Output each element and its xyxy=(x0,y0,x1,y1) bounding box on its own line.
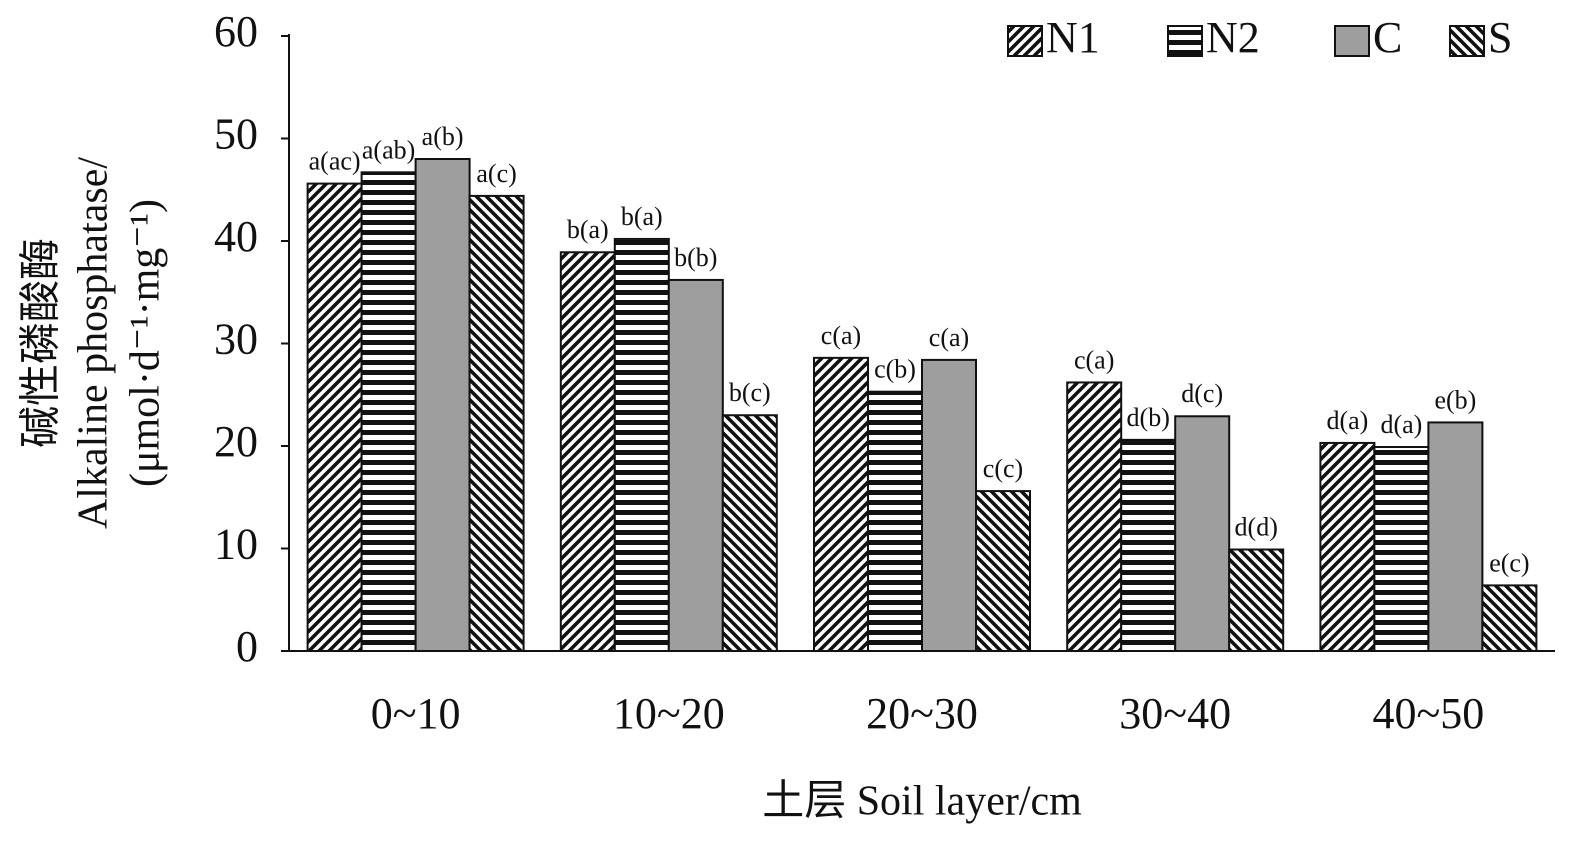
y-tick-label: 30 xyxy=(214,315,258,364)
bar xyxy=(921,358,977,652)
y-tick-label: 0 xyxy=(236,622,258,671)
x-tick-label: 30~40 xyxy=(1119,689,1231,738)
bar-annotation: b(b) xyxy=(674,243,717,272)
y-label-line: 碱性磷酸酶 xyxy=(19,238,65,448)
bar xyxy=(306,182,363,652)
bar xyxy=(721,414,778,652)
legend-swatch xyxy=(1334,25,1370,57)
bar xyxy=(1427,421,1484,652)
x-tick-label: 20~30 xyxy=(866,689,978,738)
bar xyxy=(1319,441,1376,652)
bar-annotation: d(b) xyxy=(1127,403,1170,432)
bar-annotation: c(c) xyxy=(983,454,1023,483)
legend-swatch xyxy=(1167,25,1203,57)
x-tick-label: 0~10 xyxy=(371,689,461,738)
bar-annotation: c(a) xyxy=(821,321,861,350)
bar-annotation: e(c) xyxy=(1489,548,1529,577)
y-label-line: (μmol·d⁻¹·mg⁻¹) xyxy=(123,199,169,487)
y-label-line: Alkaline phosphatase/ xyxy=(71,157,117,529)
bar xyxy=(360,171,417,652)
bar xyxy=(414,158,471,652)
bar-annotation: d(d) xyxy=(1235,512,1278,541)
bar xyxy=(975,490,1031,652)
x-tick-label: 40~50 xyxy=(1372,689,1484,738)
y-tick-label: 40 xyxy=(214,212,258,261)
bar-annotation: d(c) xyxy=(1181,379,1223,408)
bar xyxy=(468,194,525,652)
bar-annotation: c(a) xyxy=(1074,345,1114,374)
bar-annotation: d(a) xyxy=(1326,406,1368,435)
legend-swatch xyxy=(1449,25,1485,57)
y-tick-label: 50 xyxy=(214,110,258,159)
bar-annotation: d(a) xyxy=(1380,410,1422,439)
bar xyxy=(559,251,616,652)
legend-label: N1 xyxy=(1046,13,1100,62)
legend-label: C xyxy=(1373,13,1402,62)
bar xyxy=(1228,548,1285,653)
bar-annotation: b(a) xyxy=(621,202,663,231)
bar xyxy=(613,237,670,652)
bar xyxy=(1481,584,1538,653)
legend-label: N2 xyxy=(1206,13,1260,62)
bar-annotation: a(b) xyxy=(422,122,464,151)
bar xyxy=(1066,381,1123,652)
bar xyxy=(1373,446,1430,652)
bar-annotation: a(ab) xyxy=(362,135,415,164)
x-tick-label: 10~20 xyxy=(613,689,725,738)
legend-label: S xyxy=(1488,13,1512,62)
bar-annotation: b(c) xyxy=(729,378,771,407)
bar-annotation: a(c) xyxy=(476,159,516,188)
bar-annotation: e(b) xyxy=(1434,385,1476,414)
y-tick-label: 20 xyxy=(214,417,258,466)
legend-swatch xyxy=(1007,25,1043,57)
y-tick-label: 10 xyxy=(214,520,258,569)
y-tick-label: 60 xyxy=(214,7,258,56)
bar xyxy=(1120,438,1177,652)
bar-annotation: b(a) xyxy=(567,215,609,244)
bar xyxy=(867,390,923,652)
bar-annotation: a(ac) xyxy=(309,147,361,176)
bar xyxy=(1174,415,1231,652)
bar-annotation: c(a) xyxy=(929,323,969,352)
bar xyxy=(667,278,724,652)
y-axis-label: 碱性磷酸酶 Alkaline phosphatase/ (μmol·d⁻¹·mg… xyxy=(19,157,169,529)
bar xyxy=(813,356,869,652)
x-axis-label: 土层 Soil layer/cm xyxy=(762,779,1082,825)
bar-annotation: c(b) xyxy=(874,355,916,384)
